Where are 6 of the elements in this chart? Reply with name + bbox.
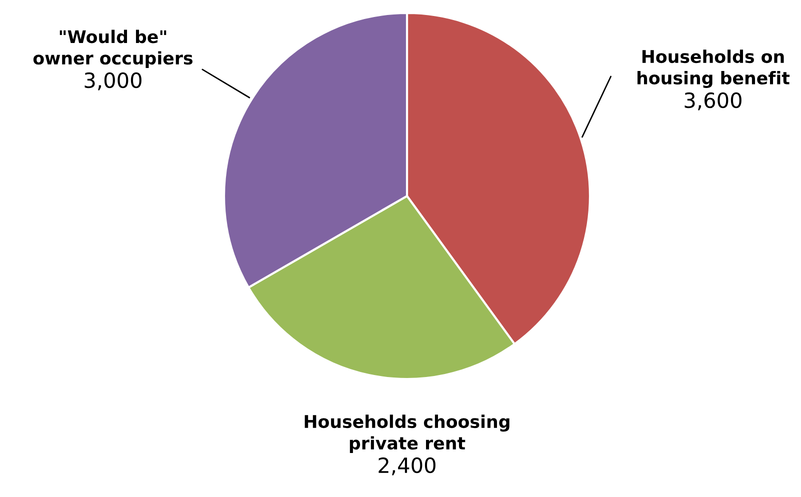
data-label: 3,600 bbox=[684, 92, 742, 110]
slice-label: "Would be" owner occupiers bbox=[33, 30, 192, 68]
slice-label: Households choosing private rent bbox=[304, 414, 510, 453]
data-label: 2,400 bbox=[378, 457, 436, 476]
data-label: 3,000 bbox=[84, 72, 142, 90]
slice-label: Households on housing benefit bbox=[638, 50, 790, 88]
